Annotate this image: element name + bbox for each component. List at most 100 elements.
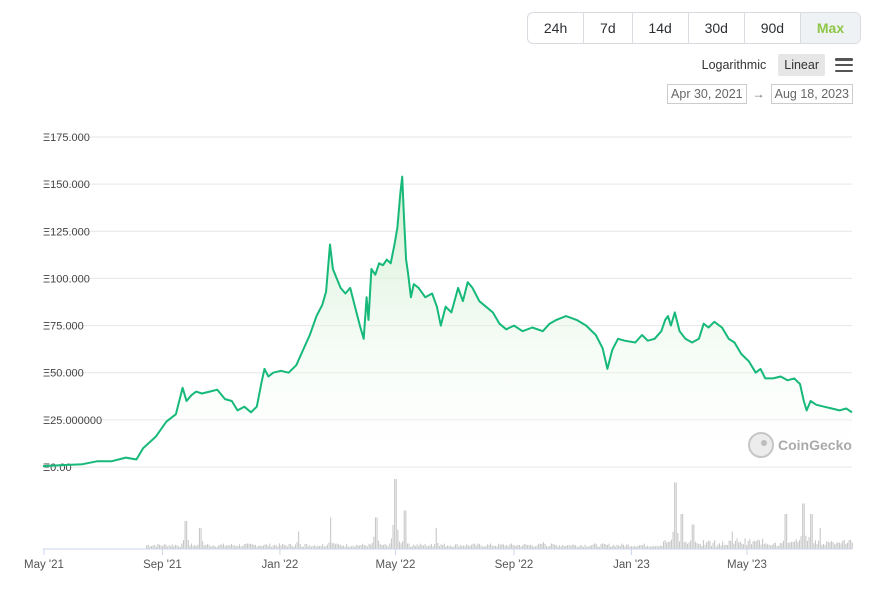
volume-bar: [414, 546, 416, 549]
volume-bar: [445, 546, 447, 549]
range-max-button[interactable]: Max: [801, 13, 860, 43]
volume-bar: [339, 544, 341, 549]
x-tick-label: May '21: [24, 559, 64, 571]
volume-bar: [778, 545, 780, 549]
volume-bar: [781, 543, 783, 549]
volume-bar: [478, 544, 480, 549]
volume-bar: [829, 542, 831, 549]
volume-bar: [155, 546, 157, 549]
volume-bar: [310, 546, 312, 549]
volume-bar: [190, 543, 192, 549]
y-tick-label: Ξ100.000: [43, 273, 90, 285]
volume-bar: [802, 503, 804, 549]
range-7d-button[interactable]: 7d: [584, 13, 633, 43]
linear-scale-button[interactable]: Linear: [778, 54, 825, 76]
date-to-input[interactable]: Aug 18, 2023: [770, 84, 853, 104]
volume-bar: [347, 546, 349, 549]
volume-bar: [672, 531, 674, 549]
logarithmic-scale-button[interactable]: Logarithmic: [701, 58, 767, 72]
volume-bar: [525, 544, 527, 549]
volume-bar: [562, 545, 564, 549]
volume-bar: [765, 543, 767, 549]
range-30d-button[interactable]: 30d: [689, 13, 745, 43]
volume-bar: [661, 545, 663, 549]
volume-bar: [232, 545, 234, 549]
volume-bar: [677, 533, 679, 549]
volume-bar: [709, 540, 711, 549]
volume-bar: [565, 546, 567, 549]
range-14d-button[interactable]: 14d: [633, 13, 689, 43]
y-tick-label: Ξ50.000: [43, 368, 84, 380]
volume-bar: [520, 546, 522, 549]
volume-bar: [821, 544, 823, 549]
x-tick-label: Jan '22: [262, 559, 299, 571]
volume-bar: [418, 545, 420, 549]
volume-bar: [194, 545, 196, 549]
volume-bar: [392, 525, 394, 549]
volume-bar: [659, 545, 661, 549]
volume-bar: [269, 543, 271, 549]
y-tick-label: Ξ125.000: [43, 226, 90, 238]
volume-bar: [330, 517, 332, 549]
volume-bar: [317, 545, 319, 549]
volume-bar: [622, 544, 624, 549]
volume-bar: [221, 544, 223, 549]
volume-bar: [440, 544, 442, 549]
volume-bar: [432, 546, 434, 549]
volume-bar: [320, 545, 322, 549]
date-from-input[interactable]: Apr 30, 2021: [667, 84, 747, 104]
volume-bar: [581, 545, 583, 549]
volume-bar: [629, 546, 631, 549]
volume-bar: [315, 546, 317, 549]
volume-bar: [694, 541, 696, 549]
volume-bar: [205, 544, 207, 549]
volume-bar: [731, 531, 733, 549]
volume-bar: [277, 546, 279, 549]
volume-bar: [206, 544, 208, 549]
volume-bar: [152, 545, 154, 549]
volume-bar: [434, 544, 436, 549]
volume-bar: [686, 543, 688, 549]
volume-bar: [560, 546, 562, 549]
volume-bar: [293, 546, 295, 549]
volume-bar: [400, 543, 402, 549]
volume-bar: [509, 544, 511, 549]
volume-bar: [493, 545, 495, 549]
range-90d-button[interactable]: 90d: [745, 13, 801, 43]
volume-bar: [838, 542, 840, 549]
volume-bar: [637, 546, 639, 549]
volume-bar: [690, 540, 692, 549]
volume-bar: [501, 544, 503, 549]
volume-bar: [184, 521, 186, 549]
range-24h-button[interactable]: 24h: [528, 13, 585, 43]
volume-bar: [416, 544, 418, 549]
volume-bar: [459, 545, 461, 549]
volume-bar: [322, 544, 324, 549]
volume-bar: [706, 542, 708, 549]
volume-bar: [794, 541, 796, 549]
volume-bar: [454, 544, 456, 549]
volume-bar: [587, 546, 589, 549]
volume-bar: [538, 543, 540, 549]
volume-bar: [309, 545, 311, 549]
volume-bar: [267, 546, 269, 549]
volume-bar: [851, 542, 853, 549]
y-tick-label: Ξ75.000: [43, 321, 84, 333]
volume-bar: [442, 545, 444, 549]
hamburger-menu-icon[interactable]: [835, 58, 853, 72]
volume-bar: [325, 546, 327, 549]
volume-bar: [510, 543, 512, 549]
volume-bar: [275, 545, 277, 549]
volume-bar: [685, 541, 687, 549]
volume-bar: [168, 545, 170, 549]
volume-bar: [522, 545, 524, 549]
volume-bar: [480, 545, 482, 549]
volume-bar: [166, 546, 168, 549]
volume-bar: [301, 546, 303, 549]
volume-bar: [666, 542, 668, 549]
volume-bar: [624, 546, 626, 549]
volume-bar: [350, 546, 352, 549]
volume-bar: [408, 543, 410, 549]
volume-bar: [814, 540, 816, 549]
